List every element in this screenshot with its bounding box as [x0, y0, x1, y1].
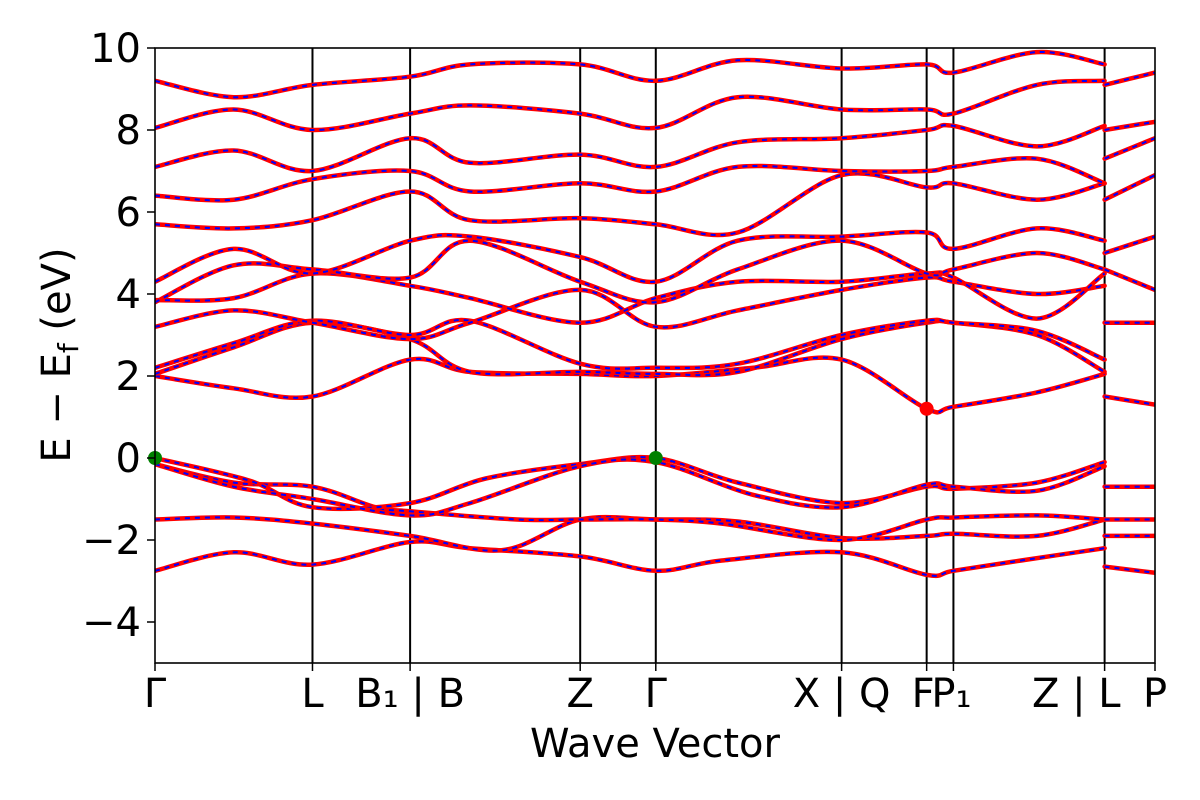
- band-line-red: [155, 49, 1107, 100]
- band-line-red: [155, 355, 1107, 415]
- y-tick-label: 8: [116, 108, 141, 154]
- y-tick-label: 2: [116, 354, 141, 400]
- y-axis-label-main: E − E: [34, 353, 80, 463]
- band-line-blue-dashed: [1104, 268, 1155, 291]
- y-tick-label: 6: [116, 190, 141, 236]
- band-line-blue-dashed: [155, 458, 1105, 517]
- y-axis-label-sub: f: [52, 342, 85, 353]
- band-line-blue-dashed: [155, 319, 1106, 377]
- x-axis-label: Wave Vector: [530, 721, 781, 767]
- band-extremum-marker: [648, 451, 663, 465]
- x-tick-label: X | Q: [793, 671, 891, 717]
- x-tick-label: L: [301, 671, 324, 717]
- band-line-red: [1102, 135, 1155, 161]
- x-tick-label: B₁ | B: [355, 671, 465, 717]
- band-line-blue-dashed: [155, 124, 1105, 173]
- markers-layer: [148, 401, 934, 465]
- band-line-red: [155, 539, 1107, 579]
- x-tick-label: P₁: [931, 671, 971, 717]
- x-tick-label: F: [912, 671, 935, 717]
- x-axis-ticks: Γ L B₁ | B Z Γ X | Q FP₁ Z | L P: [144, 663, 1167, 717]
- band-line-blue-dashed: [155, 172, 1105, 237]
- band-line-blue-dashed: [1104, 120, 1155, 131]
- y-tick-label: 10: [90, 26, 141, 72]
- band-line-blue-dashed: [1104, 71, 1155, 86]
- band-line-blue-dashed: [155, 51, 1105, 99]
- band-extremum-marker: [919, 401, 934, 416]
- kpoint-lines: [311, 48, 1106, 663]
- y-axis-label: E − Ef (eV): [34, 247, 85, 462]
- plot-frame: [154, 47, 1156, 664]
- y-axis-label-unit: (eV): [34, 247, 80, 343]
- y-tick-label: 4: [116, 272, 141, 318]
- x-tick-label: Γ: [144, 671, 167, 717]
- x-tick-label: Z | L: [1032, 671, 1121, 717]
- band-line-blue-dashed: [155, 276, 1105, 341]
- band-line-blue-dashed: [155, 239, 1105, 304]
- band-line-blue-dashed: [155, 463, 1105, 542]
- band-line-blue-dashed: [1104, 174, 1155, 201]
- band-line-blue-dashed: [1104, 235, 1155, 254]
- band-line-red: [155, 317, 1107, 371]
- band-line-blue-dashed: [1104, 565, 1155, 574]
- x-tick-label: P: [1143, 671, 1167, 717]
- x-tick-label: Z: [566, 671, 593, 717]
- y-tick-label: −2: [82, 518, 141, 564]
- y-tick-label: 0: [116, 436, 141, 482]
- band-line-blue-dashed: [155, 318, 1105, 370]
- band-line-blue-dashed: [1104, 395, 1155, 406]
- y-axis-ticks: −4 −2 0 2 4 6 8 10: [82, 26, 155, 646]
- band-line-red: [155, 226, 1107, 285]
- band-line-blue-dashed: [155, 157, 1105, 202]
- band-line-red: [1102, 172, 1155, 202]
- band-line-blue-dashed: [155, 79, 1105, 132]
- y-tick-label: −4: [82, 600, 141, 646]
- band-line-red: [1102, 267, 1155, 293]
- band-line-blue-dashed: [155, 227, 1105, 283]
- band-line-blue-dashed: [1104, 137, 1155, 160]
- band-line-blue-dashed: [155, 540, 1105, 577]
- x-tick-label: Γ: [645, 671, 668, 717]
